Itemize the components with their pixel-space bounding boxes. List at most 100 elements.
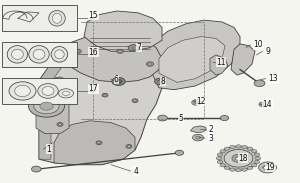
Ellipse shape — [42, 87, 54, 95]
FancyBboxPatch shape — [2, 42, 77, 67]
Polygon shape — [36, 77, 69, 134]
Circle shape — [230, 168, 235, 171]
Text: 2: 2 — [208, 124, 213, 134]
Circle shape — [254, 80, 265, 87]
Polygon shape — [60, 33, 162, 82]
Ellipse shape — [51, 46, 68, 62]
Ellipse shape — [29, 46, 49, 63]
Ellipse shape — [38, 84, 58, 98]
Circle shape — [75, 49, 81, 53]
Polygon shape — [84, 11, 162, 51]
Text: 4: 4 — [134, 167, 138, 176]
Text: 7: 7 — [136, 43, 141, 52]
Circle shape — [157, 81, 161, 83]
Circle shape — [224, 150, 253, 167]
Text: 12: 12 — [196, 97, 206, 106]
Polygon shape — [150, 20, 240, 90]
Text: 19: 19 — [266, 163, 275, 172]
Circle shape — [118, 50, 122, 52]
Text: 14: 14 — [262, 100, 272, 109]
Ellipse shape — [49, 10, 65, 26]
Polygon shape — [39, 59, 69, 159]
Circle shape — [232, 154, 245, 162]
Circle shape — [58, 89, 74, 98]
Circle shape — [96, 141, 102, 145]
Circle shape — [220, 164, 225, 167]
Circle shape — [63, 93, 69, 97]
Circle shape — [259, 102, 266, 107]
Circle shape — [117, 49, 123, 53]
Polygon shape — [39, 49, 162, 165]
Text: 13: 13 — [268, 74, 278, 83]
Circle shape — [128, 145, 130, 147]
Circle shape — [32, 166, 41, 172]
Text: 6: 6 — [114, 75, 119, 84]
Ellipse shape — [9, 82, 36, 100]
Circle shape — [112, 77, 125, 85]
Circle shape — [220, 115, 229, 121]
Circle shape — [102, 93, 108, 97]
Circle shape — [252, 150, 257, 153]
Circle shape — [103, 94, 106, 96]
Ellipse shape — [52, 13, 62, 23]
Polygon shape — [210, 55, 228, 75]
Text: 11: 11 — [216, 58, 226, 67]
Circle shape — [219, 146, 258, 170]
Circle shape — [58, 124, 61, 125]
Circle shape — [252, 164, 257, 167]
Text: 3: 3 — [208, 134, 213, 143]
Circle shape — [259, 162, 277, 173]
Circle shape — [134, 100, 136, 102]
Circle shape — [255, 157, 261, 160]
FancyBboxPatch shape — [2, 5, 77, 31]
Circle shape — [254, 153, 260, 156]
Circle shape — [58, 57, 62, 60]
Ellipse shape — [33, 49, 45, 59]
FancyBboxPatch shape — [2, 78, 77, 104]
Circle shape — [254, 160, 260, 164]
Circle shape — [126, 145, 132, 148]
Circle shape — [236, 156, 242, 160]
Circle shape — [220, 150, 225, 153]
Ellipse shape — [55, 50, 64, 59]
Circle shape — [217, 160, 223, 164]
Circle shape — [34, 98, 59, 114]
Text: 17: 17 — [88, 84, 98, 93]
Text: 18: 18 — [238, 154, 248, 163]
Circle shape — [224, 166, 230, 170]
Circle shape — [216, 157, 222, 160]
Circle shape — [76, 50, 80, 52]
Circle shape — [195, 101, 198, 104]
Circle shape — [242, 168, 247, 171]
Text: 5: 5 — [178, 113, 183, 123]
Circle shape — [57, 123, 63, 126]
Circle shape — [236, 145, 241, 148]
Circle shape — [175, 150, 184, 155]
Circle shape — [115, 79, 122, 84]
Ellipse shape — [7, 46, 28, 63]
Circle shape — [217, 153, 223, 156]
Circle shape — [132, 99, 138, 102]
Circle shape — [242, 145, 247, 149]
Text: 8: 8 — [160, 77, 165, 86]
Polygon shape — [54, 121, 135, 165]
Circle shape — [158, 115, 167, 121]
Circle shape — [247, 166, 253, 170]
Circle shape — [62, 91, 70, 96]
Circle shape — [196, 136, 200, 139]
Text: 9: 9 — [266, 47, 270, 56]
Circle shape — [64, 94, 68, 96]
Polygon shape — [231, 44, 255, 75]
Text: 10: 10 — [254, 40, 263, 49]
Circle shape — [193, 134, 203, 141]
Text: 1: 1 — [46, 145, 51, 154]
Circle shape — [263, 165, 272, 170]
Circle shape — [224, 147, 230, 150]
Circle shape — [28, 95, 64, 117]
Ellipse shape — [15, 85, 30, 97]
Circle shape — [128, 45, 139, 51]
Circle shape — [146, 62, 154, 66]
Circle shape — [154, 78, 165, 85]
Polygon shape — [190, 126, 206, 132]
Text: 16: 16 — [88, 48, 98, 57]
